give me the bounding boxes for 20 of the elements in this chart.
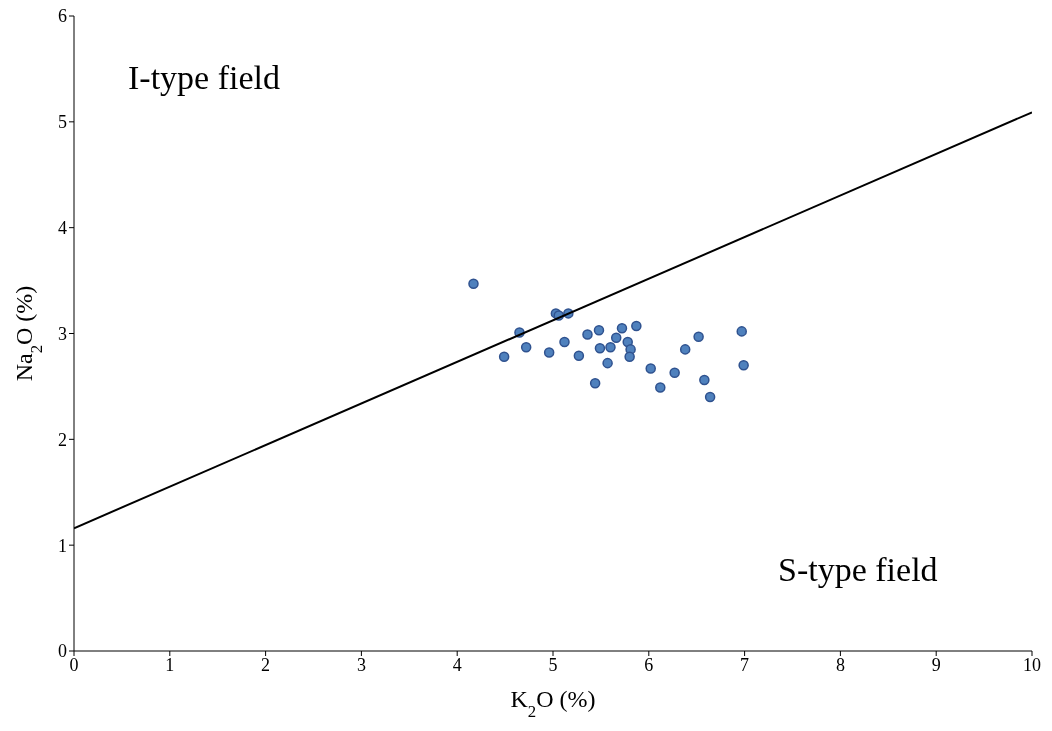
x-tick-label: 4 (452, 654, 462, 675)
x-tick-label: 5 (548, 654, 558, 675)
x-tick-label: 2 (261, 654, 271, 675)
y-tick-label: 0 (58, 641, 67, 662)
annotation: I-type field (128, 58, 280, 98)
y-tick-label: 1 (58, 535, 67, 556)
annotation: S-type field (778, 550, 938, 590)
x-tick-label: 6 (644, 654, 654, 675)
x-tick-label: 7 (740, 654, 750, 675)
x-tick-label: 10 (1023, 654, 1041, 675)
x-tick-label: 8 (835, 654, 845, 675)
y-tick-label: 3 (58, 323, 67, 344)
y-tick-label: 2 (58, 429, 67, 450)
y-tick-label: 5 (58, 112, 67, 133)
y-tick-label: 6 (58, 6, 67, 27)
x-tick-label: 1 (165, 654, 175, 675)
x-tick-label: 3 (356, 654, 366, 675)
y-tick-label: 4 (58, 218, 67, 239)
x-axis-title: K$_{2}$O (%) (510, 686, 596, 721)
x-tick-label: 9 (931, 654, 941, 675)
